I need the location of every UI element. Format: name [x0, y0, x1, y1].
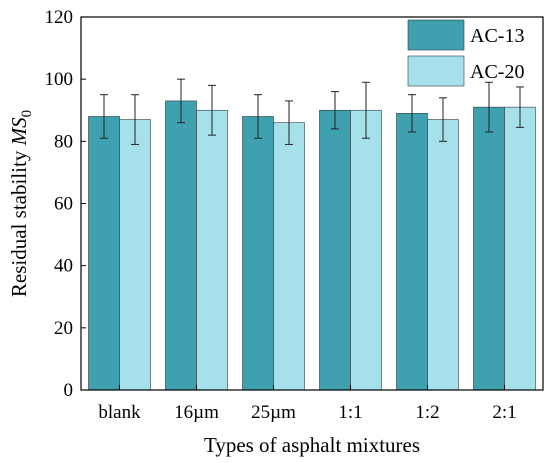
- bar-ac-20-0: [119, 119, 151, 391]
- bar-ac-20-4: [427, 119, 459, 391]
- x-tick-label-0: blank: [98, 402, 141, 423]
- legend: AC-13 AC-20: [407, 19, 524, 87]
- legend-item-ac-13: AC-13: [407, 19, 524, 51]
- bar-ac-20-5: [504, 106, 536, 391]
- error-bar-ac-13-3: [331, 91, 339, 130]
- legend-swatch-ac-13: [407, 19, 465, 51]
- bar-ac-13-2: [242, 116, 274, 391]
- error-bar-ac-20-5: [516, 86, 524, 128]
- tick-labels-layer: blank 16µm 25µm 1:1 1:2 2:1 0 20 40 60 80 100 120: [45, 7, 517, 423]
- bar-ac-20-1: [196, 109, 228, 391]
- legend-label-ac-20: AC-20: [470, 61, 524, 83]
- x-axis-title: Types of asphalt mixtures: [204, 433, 420, 457]
- error-bar-ac-13-4: [408, 94, 416, 133]
- legend-label-ac-13: AC-13: [470, 25, 524, 47]
- error-bar-ac-20-2: [285, 100, 293, 145]
- y-tick-label-0: 0: [64, 380, 74, 401]
- x-tick-label-4: 1:2: [415, 402, 439, 423]
- bar-ac-13-1: [165, 100, 197, 391]
- error-bars-layer: [100, 78, 524, 145]
- legend-swatch-ac-20: [407, 55, 465, 87]
- x-tick-label-1: 16µm: [174, 402, 219, 423]
- bar-ac-13-4: [396, 113, 428, 391]
- error-bar-ac-20-3: [362, 81, 370, 139]
- x-tick-label-2: 25µm: [251, 402, 296, 423]
- bar-ac-13-0: [88, 116, 120, 391]
- y-axis-title-prefix: Residual stability: [7, 145, 31, 297]
- error-bar-ac-13-0: [100, 94, 108, 139]
- error-bar-ac-20-0: [131, 94, 139, 145]
- bars-layer: [88, 100, 536, 391]
- error-bar-ac-13-1: [177, 78, 185, 124]
- x-tick-label-5: 2:1: [492, 402, 516, 423]
- error-bar-ac-13-2: [254, 94, 262, 139]
- y-tick-label-5: 100: [45, 69, 74, 90]
- y-tick-label-3: 60: [54, 194, 73, 215]
- ticks-layer: [81, 16, 505, 391]
- y-axis-title-symbol: MS: [7, 117, 31, 146]
- x-tick-label-3: 1:1: [338, 402, 362, 423]
- bar-ac-20-2: [273, 122, 305, 391]
- y-tick-label-4: 80: [54, 131, 73, 152]
- error-bar-ac-20-4: [439, 97, 447, 142]
- bar-ac-20-3: [350, 109, 382, 391]
- y-tick-label-6: 120: [45, 7, 74, 28]
- y-axis-title: Residual stability MS0: [7, 110, 35, 297]
- bar-ac-13-5: [473, 106, 505, 391]
- legend-item-ac-20: AC-20: [407, 55, 524, 87]
- bar-ac-13-3: [319, 109, 351, 391]
- y-tick-label-2: 40: [54, 256, 73, 277]
- y-axis-title-subscript: 0: [19, 110, 35, 118]
- y-tick-label-1: 20: [54, 318, 73, 339]
- error-bar-ac-20-1: [208, 84, 216, 136]
- error-bar-ac-13-5: [485, 81, 493, 133]
